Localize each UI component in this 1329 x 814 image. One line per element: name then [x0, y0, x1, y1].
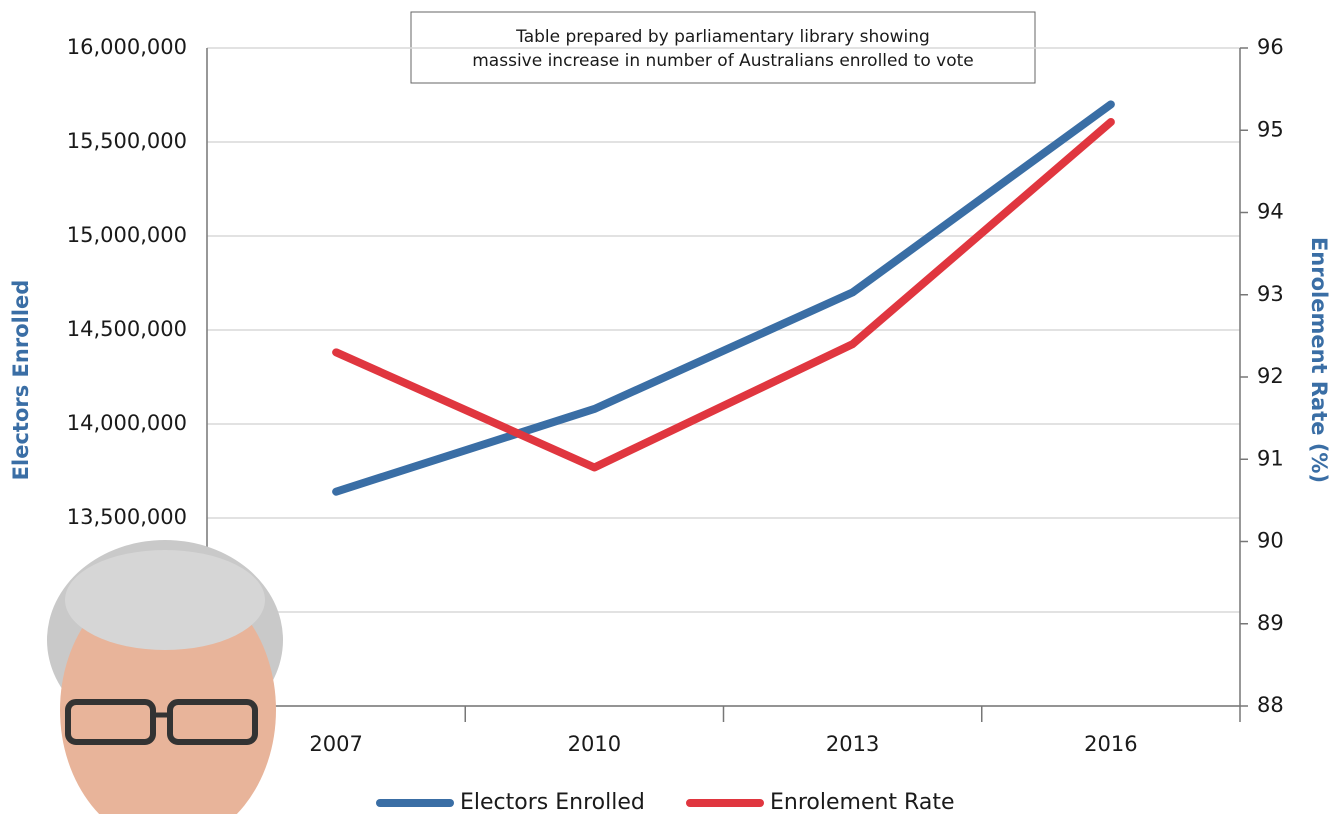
- line-series: [332, 100, 1115, 496]
- chart-title: massive increase in number of Australian…: [472, 51, 973, 71]
- x-tick-label: 2010: [568, 732, 621, 756]
- x-tick-label: 2016: [1084, 732, 1137, 756]
- y2-axis-label: Enrolement Rate (%): [1307, 237, 1329, 483]
- photo-hair-top: [65, 550, 265, 650]
- photo-glasses: [167, 699, 258, 745]
- x-tick-label: 2007: [309, 732, 362, 756]
- y-tick-label: 15,500,000: [67, 129, 187, 153]
- y2-tick-label: 90: [1257, 529, 1284, 553]
- legend-label: Electors Enrolled: [460, 790, 645, 814]
- chart-title: Table prepared by parliamentary library …: [515, 27, 930, 47]
- y2-tick-label: 89: [1257, 611, 1284, 635]
- line-series: [332, 118, 1115, 472]
- y2-tick-label: 88: [1257, 693, 1284, 717]
- y2-tick-label: 93: [1257, 282, 1284, 306]
- y2-tick-label: 91: [1257, 446, 1284, 470]
- y2-tick-label: 95: [1257, 117, 1284, 141]
- y2-tick-label: 96: [1257, 35, 1284, 59]
- y-tick-label: 14,500,000: [67, 317, 187, 341]
- y-tick-label: 16,000,000: [67, 35, 187, 59]
- y2-tick-label: 92: [1257, 364, 1284, 388]
- y-tick-label: 15,000,000: [67, 223, 187, 247]
- y-tick-label: 14,000,000: [67, 411, 187, 435]
- y-tick-label: 13,500,000: [67, 505, 187, 529]
- y2-tick-label: 94: [1257, 200, 1284, 224]
- legend-label: Enrolement Rate: [770, 790, 955, 814]
- photo: [47, 540, 283, 814]
- photo-glasses: [65, 699, 156, 745]
- x-tick-label: 2013: [826, 732, 879, 756]
- y-axis-label: Electors Enrolled: [9, 280, 33, 481]
